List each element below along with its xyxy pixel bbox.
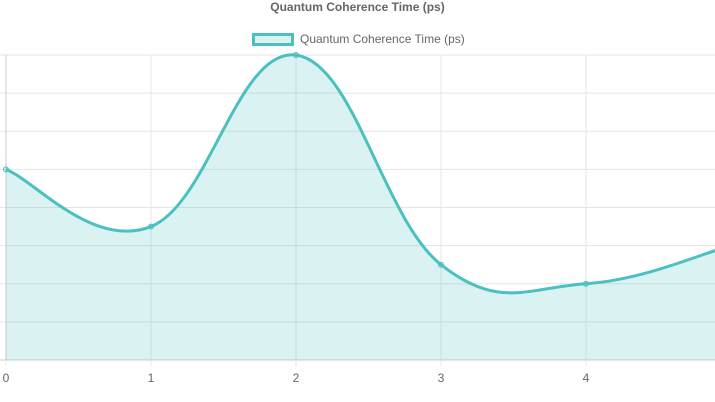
legend-swatch	[252, 32, 294, 46]
data-point	[438, 261, 444, 268]
series-area	[6, 54, 715, 360]
x-tick-label: 0	[3, 371, 10, 385]
x-tick-label: 4	[583, 371, 590, 385]
data-point	[583, 280, 589, 287]
legend[interactable]: Quantum Coherence Time (ps)	[252, 32, 465, 46]
legend-label: Quantum Coherence Time (ps)	[300, 32, 465, 46]
x-tick-label: 1	[148, 371, 155, 385]
x-tick-label: 2	[293, 371, 300, 385]
data-point	[293, 52, 299, 58]
data-point	[148, 223, 154, 230]
x-tick-label: 3	[438, 371, 445, 385]
series-line	[5, 53, 715, 295]
data-point	[3, 166, 9, 173]
chart-title: Quantum Coherence Time (ps)	[270, 0, 445, 14]
